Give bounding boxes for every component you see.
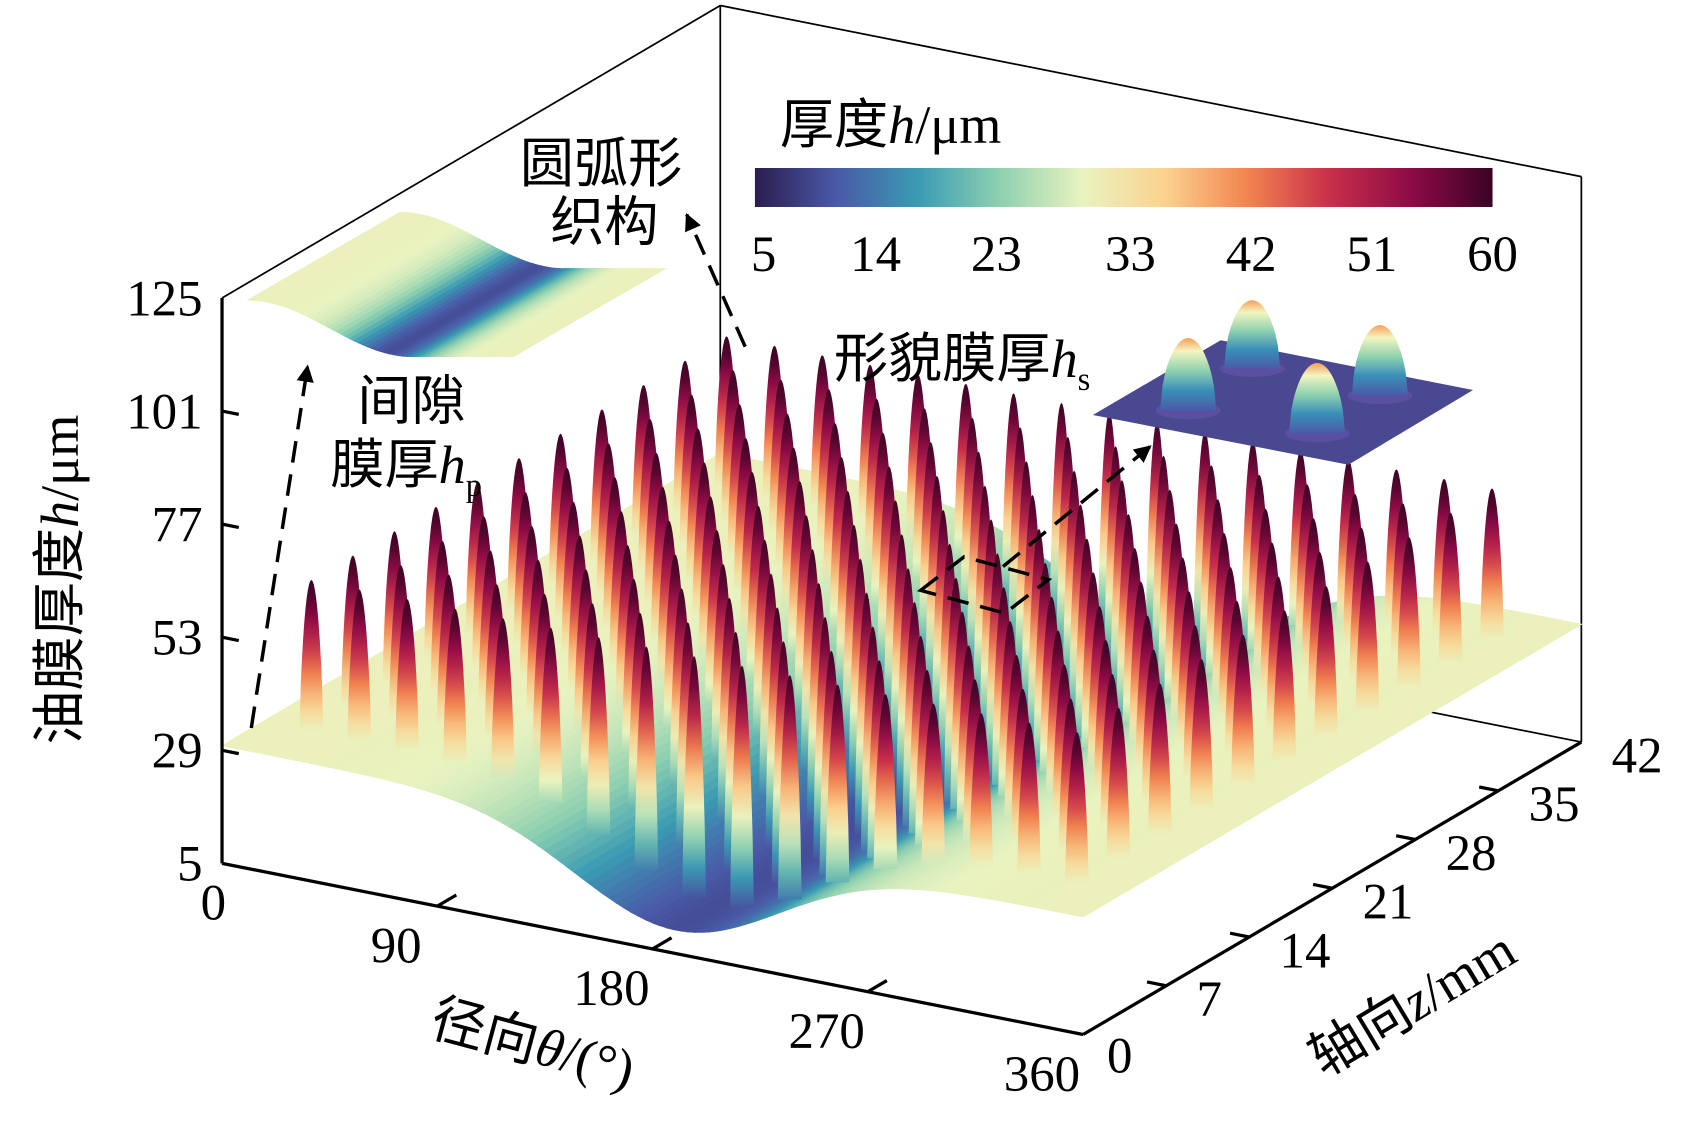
texture-shape-inset xyxy=(1092,300,1474,465)
texture-peaks xyxy=(299,336,1504,908)
surface-peak xyxy=(682,655,706,899)
surface-peak xyxy=(347,589,372,741)
colorbar-tick-label: 23 xyxy=(971,227,1022,283)
surface-peak xyxy=(1106,707,1131,859)
colorbar-tick-label: 33 xyxy=(1105,227,1156,283)
h-tick-mark xyxy=(221,522,240,530)
shape-label: 形貌膜厚hs xyxy=(834,329,1090,398)
back-wall-edge xyxy=(221,4,721,299)
z-tick-mark xyxy=(1395,834,1416,842)
texture-label-line1: 圆弧形 xyxy=(520,134,682,194)
h-tick-label: 77 xyxy=(152,497,203,553)
surface-peak xyxy=(490,617,515,779)
h-tick-label: 101 xyxy=(126,384,202,440)
surface-patch xyxy=(1074,622,1583,918)
z-tick-mark xyxy=(1229,931,1250,939)
surface-peak xyxy=(1480,488,1504,640)
surface-peak xyxy=(1438,512,1463,664)
surface-peak xyxy=(1017,722,1041,875)
texture-bump xyxy=(1160,338,1217,411)
texture-bump xyxy=(1223,300,1281,369)
surface-peak xyxy=(395,598,419,751)
theta-tick-mark xyxy=(867,979,888,994)
theta-tick-mark xyxy=(651,936,673,951)
gap-label-line1: 间隙 xyxy=(357,371,465,431)
h-tick-label: 125 xyxy=(126,271,202,327)
back-wall-edge xyxy=(720,4,1582,178)
z-tick-label: 21 xyxy=(1363,875,1414,931)
theta-tick-label: 90 xyxy=(371,918,422,974)
surface-peak xyxy=(777,675,802,900)
surface-peak xyxy=(442,608,467,763)
inset-plane xyxy=(1092,340,1474,465)
colorbar-tick-labels: 5 14 23 33 42 51 60 xyxy=(751,227,1518,283)
z-tick-label: 0 xyxy=(1107,1028,1132,1084)
surface-peak xyxy=(730,665,754,908)
surface-peak xyxy=(1147,683,1172,835)
surface-peak xyxy=(538,627,563,803)
z-tick-mark xyxy=(1312,882,1333,890)
surface-peak xyxy=(873,694,898,869)
colorbar-tick-label: 5 xyxy=(751,227,776,283)
z-tick-label: 35 xyxy=(1529,777,1580,833)
colorbar-tick-label: 14 xyxy=(850,227,901,283)
z-tick-labels: 0 7 14 21 28 35 42 xyxy=(1107,728,1663,1084)
z-tick-mark xyxy=(1146,980,1167,988)
h-tick-mark xyxy=(221,409,240,416)
surface-peak xyxy=(1355,561,1380,713)
h-tick-label: 53 xyxy=(152,611,203,667)
texture-label-line2: 织构 xyxy=(550,193,658,253)
h-tick-labels: 5 29 53 77 101 125 xyxy=(126,271,202,892)
surface-peak xyxy=(299,579,324,731)
texture-arrow xyxy=(685,212,747,348)
texture-bump xyxy=(1288,362,1346,434)
theta-tick-label: 0 xyxy=(201,876,226,932)
surface-peak xyxy=(921,703,946,865)
h-tick-mark xyxy=(221,748,240,756)
surface-peak xyxy=(825,684,850,883)
surface-peak xyxy=(1230,634,1255,786)
surface-peak xyxy=(1314,585,1338,737)
z-tick-mark xyxy=(1478,785,1499,793)
axes xyxy=(220,297,1583,1037)
h-tick-mark xyxy=(221,635,240,643)
surface-peak xyxy=(634,646,659,871)
colorbar-tick-label: 42 xyxy=(1226,227,1277,283)
gap-arrow xyxy=(249,364,314,729)
z-tick-label: 14 xyxy=(1280,923,1331,979)
colorbar-tick-label: 51 xyxy=(1346,227,1397,283)
h-axis-title: 油膜厚度h/μm xyxy=(30,415,90,745)
surface-peak xyxy=(1397,537,1421,689)
theta-tick-labels: 0 90 180 270 360 xyxy=(201,876,1080,1103)
colorbar-tick-label: 60 xyxy=(1467,227,1518,283)
theta-tick-label: 180 xyxy=(573,961,649,1017)
inset-surface-strip xyxy=(506,268,668,358)
theta-tick-mark xyxy=(436,893,458,908)
colorbar-title: 厚度h/μm xyxy=(780,95,1002,155)
texture-bump xyxy=(1351,325,1409,396)
surface-peak xyxy=(586,636,611,835)
z-axis-title: 轴向z/mm xyxy=(1299,919,1526,1088)
h-tick-label: 29 xyxy=(152,724,203,780)
colorbar-gradient xyxy=(754,167,1493,207)
h-tick-label: 5 xyxy=(177,837,202,893)
z-tick-label: 7 xyxy=(1196,972,1221,1028)
surface-peak xyxy=(1064,732,1089,883)
surface-peak xyxy=(1189,658,1214,810)
gap-label-line2: 膜厚hp xyxy=(330,435,482,504)
colorbar: 厚度h/μm 5 14 23 33 42 51 60 xyxy=(751,95,1518,283)
gap-film-inset xyxy=(246,211,668,358)
theta-tick-label: 360 xyxy=(1004,1047,1080,1103)
texture-cell-box xyxy=(916,554,1053,616)
surface-peak xyxy=(969,713,994,868)
z-tick-label: 42 xyxy=(1612,728,1663,784)
z-tick-label: 28 xyxy=(1446,826,1497,882)
theta-tick-label: 270 xyxy=(789,1004,865,1060)
surface-peak xyxy=(1272,610,1297,762)
